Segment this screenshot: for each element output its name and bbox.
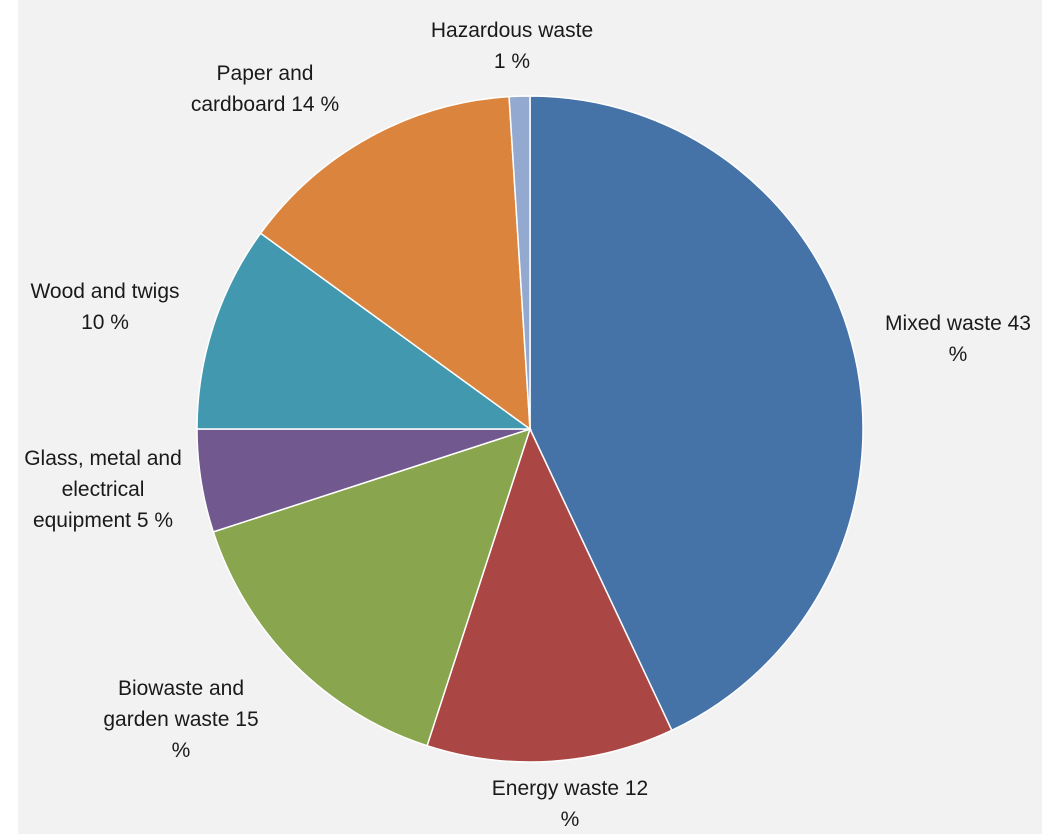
pie-slice <box>212 427 532 747</box>
pie-slice <box>426 426 673 763</box>
slice-label-line: cardboard 14 % <box>191 93 339 116</box>
pie-slice <box>196 232 533 430</box>
slice-label-line: Paper and <box>217 62 314 85</box>
slice-label-line: 1 % <box>494 50 530 73</box>
slice-label-line: % <box>561 808 580 831</box>
pie-slice <box>529 95 864 732</box>
slice-label: Glass, metal and electrical equipment 5 % <box>24 447 182 532</box>
slice-label-line: Biowaste and <box>118 677 244 700</box>
slice-label: Paper and cardboard 14 % <box>191 62 339 116</box>
slice-label-line: equipment 5 % <box>33 509 173 532</box>
pie-slice <box>508 95 531 430</box>
pie-slices <box>196 95 864 763</box>
slice-labels: Mixed waste 43 %Energy waste 12 %Biowaste … <box>24 19 1031 831</box>
slice-label: Wood and twigs 10 % <box>30 280 179 334</box>
slice-label-line: Wood and twigs <box>30 280 179 303</box>
slice-label-line: Glass, metal and <box>24 447 182 470</box>
slice-label-line: % <box>172 739 191 762</box>
slice-label: Mixed waste 43% <box>885 312 1031 366</box>
slice-label-line: 10 % <box>81 311 129 334</box>
pie-slice <box>259 95 531 431</box>
slice-label-line: Energy waste 12 <box>492 777 648 800</box>
slice-label-line: Mixed waste 43 <box>885 312 1031 335</box>
slice-label: Hazardous waste 1 % <box>431 19 593 73</box>
slice-label-line: garden waste 15 <box>103 708 258 731</box>
slice-label-line: % <box>949 343 968 366</box>
slice-label: Energy waste 12% <box>492 777 648 831</box>
slice-label-line: Hazardous waste <box>431 19 593 42</box>
slice-label: Biowaste and garden waste 15% <box>103 677 258 762</box>
slice-label-line: electrical <box>62 478 145 501</box>
